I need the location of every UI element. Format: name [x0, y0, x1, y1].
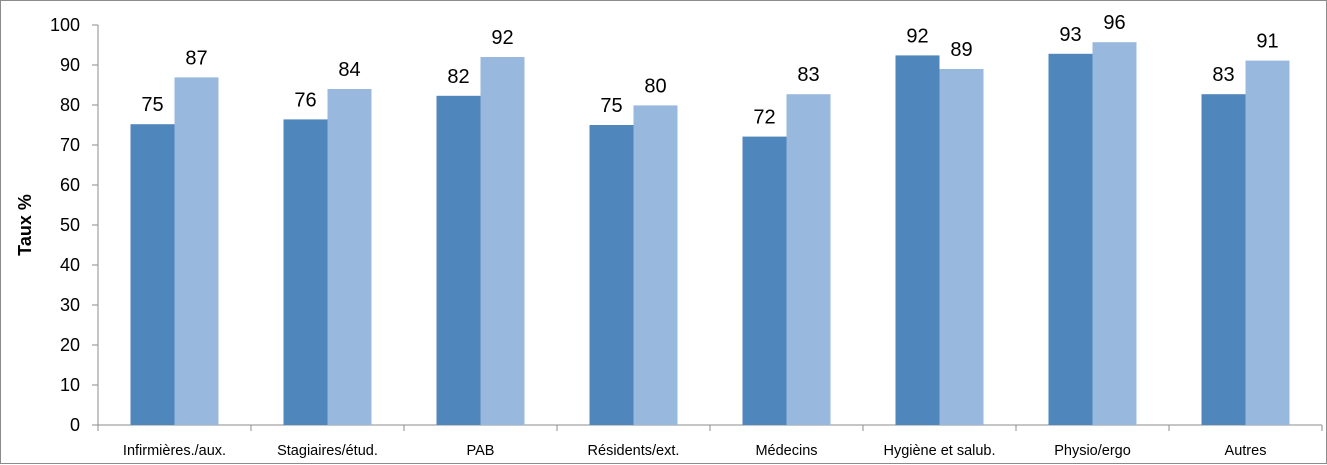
bar [480, 57, 525, 425]
bar [895, 55, 940, 426]
data-label: 83 [797, 64, 819, 86]
y-tick-label: 70 [60, 135, 80, 155]
y-tick-label: 100 [50, 15, 80, 35]
bar [130, 124, 175, 425]
y-tick-label: 10 [60, 375, 80, 395]
data-label: 92 [491, 27, 513, 49]
bar [633, 105, 678, 426]
data-label: 75 [141, 94, 163, 116]
bar [327, 89, 372, 425]
bar [1201, 94, 1246, 425]
data-label: 72 [753, 107, 775, 129]
y-tick-label: 30 [60, 295, 80, 315]
bar [436, 95, 481, 426]
data-label: 82 [447, 66, 469, 88]
bar [174, 77, 219, 426]
data-label: 89 [950, 39, 972, 61]
data-labels: 75 76 82 75 72 92 93 83 87 84 92 80 83 89 96 91 [141, 12, 1278, 128]
x-tick-label: Hygiène et salub. [883, 443, 995, 459]
y-axis: 0 10 20 30 40 50 60 70 80 90 100 [50, 15, 99, 435]
data-label: 87 [185, 47, 207, 69]
bar [283, 119, 328, 426]
data-label: 80 [644, 75, 666, 97]
x-tick-label: Résidents/ext. [588, 443, 680, 459]
y-tick-label: 50 [60, 215, 80, 235]
y-tick-label: 40 [60, 255, 80, 275]
bars [130, 42, 1290, 426]
x-tick-label: Infirmières./aux. [123, 443, 226, 459]
data-label: 92 [906, 25, 928, 47]
data-label: 93 [1059, 24, 1081, 46]
x-axis: Infirmières./aux. Stagiaires/étud. PAB Rési… [97, 424, 1323, 459]
x-tick-label: Stagiaires/étud. [277, 443, 378, 459]
y-tick-label: 0 [70, 415, 80, 435]
data-label: 96 [1103, 12, 1125, 34]
y-tick-label: 60 [60, 175, 80, 195]
x-tick-label: PAB [467, 443, 495, 459]
y-tick-label: 20 [60, 335, 80, 355]
data-label: 91 [1256, 31, 1278, 53]
bar [1092, 42, 1137, 425]
bar [589, 125, 634, 425]
bar [939, 69, 984, 425]
bar [1245, 60, 1290, 425]
y-tick-label: 90 [60, 55, 80, 75]
y-tick-label: 80 [60, 95, 80, 115]
data-label: 76 [294, 89, 316, 111]
x-tick-label: Autres [1225, 443, 1267, 459]
bar [742, 136, 787, 425]
bar [1048, 53, 1093, 426]
x-tick-label: Médecins [755, 443, 817, 459]
data-label: 84 [338, 59, 360, 81]
y-axis-title: Taux % [15, 194, 35, 256]
data-label: 83 [1212, 64, 1234, 86]
bar [786, 94, 831, 425]
x-tick-label: Physio/ergo [1054, 443, 1131, 459]
data-label: 75 [600, 95, 622, 117]
